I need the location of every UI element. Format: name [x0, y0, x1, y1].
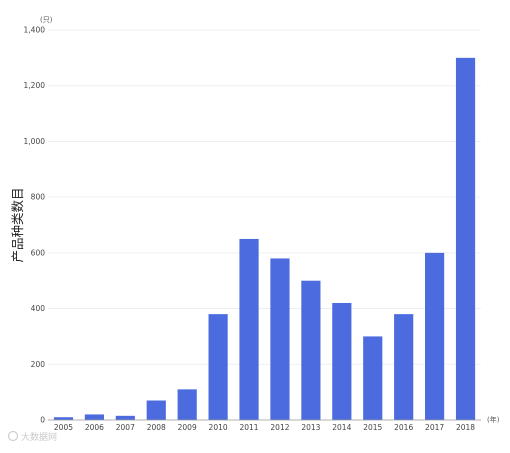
- y-tick-label: 1,200: [24, 81, 46, 90]
- y-axis-label: 产品种类数目: [10, 187, 25, 262]
- y-tick-label: 1,000: [24, 137, 46, 146]
- bar-2008: [146, 400, 166, 420]
- bar-2015: [363, 336, 383, 420]
- bar-2011: [239, 238, 259, 420]
- x-tick-label: 2006: [85, 423, 104, 432]
- x-tick-label: 2009: [178, 423, 197, 432]
- watermark-text: 大数据网: [21, 431, 57, 443]
- y-tick-label: 800: [31, 193, 46, 202]
- x-tick-label: 2008: [147, 423, 166, 432]
- bars: [53, 57, 476, 420]
- bar-2009: [177, 389, 197, 420]
- x-tick-label: 2005: [54, 423, 73, 432]
- y-tick-labels: 0 200 400 600 800 1,000 1,200 1,400: [24, 26, 46, 425]
- x-tick-label: 2013: [301, 423, 320, 432]
- bar-2012: [270, 258, 290, 420]
- x-tick-label: 2007: [116, 423, 135, 432]
- gridlines: [48, 29, 481, 365]
- x-tick-label: 2010: [209, 423, 228, 432]
- watermark-logo-icon: [7, 430, 19, 442]
- bar-2014: [332, 303, 352, 420]
- x-tick-label: 2016: [394, 423, 413, 432]
- x-tick-label: 2017: [425, 423, 444, 432]
- x-axis-unit: (年): [487, 415, 500, 424]
- y-axis-unit: (只): [40, 16, 53, 24]
- y-tick-label: 400: [31, 304, 46, 313]
- bar-2005: [53, 417, 74, 420]
- x-tick-label: 2012: [270, 423, 289, 432]
- y-tick-label: 200: [31, 360, 46, 369]
- x-tick-label: 2014: [332, 423, 351, 432]
- y-tick-label: 600: [31, 248, 46, 257]
- bar-2016: [394, 314, 414, 420]
- bar-2017: [425, 252, 445, 420]
- bar-2010: [208, 314, 228, 420]
- bar-2006: [84, 414, 104, 420]
- x-tick-label: 2015: [363, 423, 382, 432]
- bar-2018: [455, 57, 476, 420]
- y-tick-label: 1,400: [24, 26, 46, 35]
- bar-2013: [301, 280, 321, 420]
- y-tick-label: 0: [40, 416, 45, 425]
- bar-2007: [115, 415, 135, 420]
- x-tick-labels: 2005 2006 2007 2008 2009 2010 2011 2012 2013 2014…: [54, 423, 475, 432]
- x-tick-label: 2011: [239, 423, 258, 432]
- x-tick-label: 2018: [456, 423, 475, 432]
- watermark: 大数据网: [7, 430, 57, 443]
